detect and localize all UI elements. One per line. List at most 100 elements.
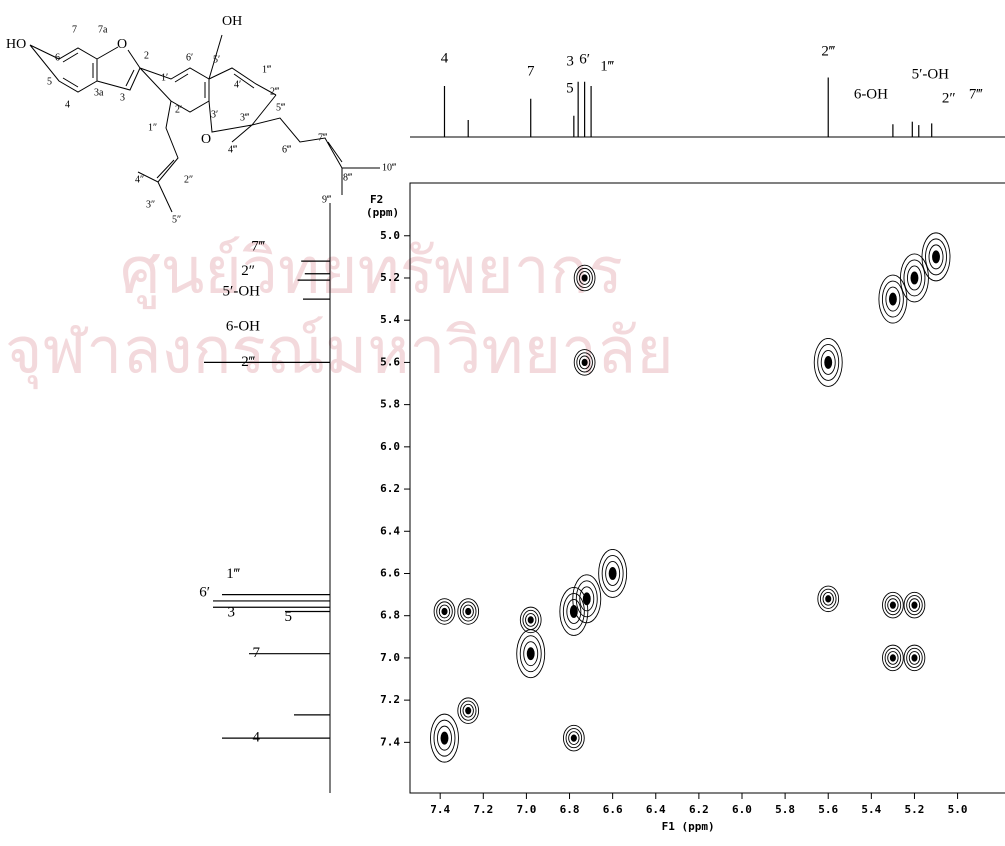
atom-label: 4″ (135, 174, 144, 185)
y-tick-label: 7.2 (380, 693, 400, 706)
structure-bonds (29, 34, 380, 213)
peak-label: 6-OH (226, 319, 260, 335)
peak-label: 5 (566, 80, 574, 96)
atom-label: O (201, 132, 211, 147)
contour (457, 697, 480, 724)
contour (887, 651, 899, 665)
contour (465, 707, 472, 715)
contour (605, 561, 621, 586)
atom-label: 7 (72, 24, 77, 35)
y-tick-label: 5.0 (380, 229, 400, 242)
contour (519, 635, 542, 673)
x-axis-label: F1 (ppm) (662, 820, 715, 833)
atom-label: 2‴ (270, 86, 280, 97)
contour (572, 574, 602, 624)
contour (908, 651, 921, 665)
cross-peak (572, 574, 602, 624)
contour (813, 337, 843, 387)
contour (824, 355, 833, 369)
bond (251, 117, 380, 195)
contour (559, 587, 589, 636)
peak-label: 4 (253, 730, 261, 746)
cross-peak (878, 274, 908, 324)
cross-peak (516, 629, 546, 679)
x-tick-label: 7.4 (430, 803, 450, 816)
y-tick-label: 6.2 (380, 482, 400, 495)
atom-label: 5‴ (276, 102, 286, 113)
atom-label: 3 (120, 92, 125, 103)
atom-label: 5″ (172, 214, 181, 225)
contour (523, 641, 539, 667)
contour (887, 598, 899, 612)
bond (29, 44, 98, 93)
peak-label: 1‴ (226, 566, 241, 582)
contour (575, 580, 598, 618)
atom-label: 6′ (186, 52, 193, 63)
atom-label: 3a (94, 87, 104, 98)
contour (437, 725, 452, 751)
contour (433, 598, 456, 625)
peak-label: 6′ (579, 51, 590, 67)
contour (578, 271, 591, 285)
x-tick-label: 6.0 (732, 803, 752, 816)
contour (562, 724, 585, 752)
x-tick-label: 5.4 (861, 803, 881, 816)
peak-label: 5′-OH (223, 284, 261, 300)
peak-label: 7‴ (969, 86, 984, 102)
cross-peak (903, 591, 926, 619)
peak-label: 3 (566, 53, 574, 69)
y-tick-label: 7.0 (380, 651, 400, 664)
y-tick-label: 7.4 (380, 735, 400, 748)
contour (576, 267, 593, 289)
contour (527, 616, 534, 624)
peak-label: 2‴ (821, 43, 836, 59)
contour (882, 644, 904, 672)
atom-label: 6‴ (282, 144, 292, 155)
x-tick-label: 5.8 (775, 803, 795, 816)
bond (139, 67, 210, 113)
contour (884, 647, 902, 668)
contour (910, 271, 919, 285)
atom-label: 3‴ (240, 112, 250, 123)
bond (96, 46, 141, 91)
contour (576, 352, 593, 373)
contour (889, 654, 896, 662)
contour (465, 607, 472, 616)
contour (565, 728, 583, 749)
contour (817, 343, 840, 381)
x-tick-label: 5.0 (948, 803, 968, 816)
atom-label: O (117, 37, 127, 52)
y-axis-label: (ppm) (366, 206, 399, 219)
x-tick-label: 6.6 (603, 803, 623, 816)
contour (825, 595, 832, 603)
structure-labels: HO 7 7a O 2 6 5 4 3a 3 1′ 6′ OH 5′ 4′ 1‴ 2‴ 2′ 3′ O 3‴ 5‴ 4‴ 1″… (6, 14, 397, 225)
chart: 7.4 7.2 7.0 6.8 6.6 6.4 6.2 6.0 5.8 5.6 5.4 5.2 5.0 5… (199, 43, 1005, 833)
contour (582, 592, 591, 606)
atom-label: 3′ (211, 109, 218, 120)
peak-label: 4 (441, 50, 449, 66)
contour (570, 734, 577, 742)
watermark-text: ศูนย์วิทยทรัพยากร (120, 235, 623, 310)
peak-label: 1‴ (600, 58, 615, 74)
atom-label: 2 (144, 50, 149, 61)
contour (906, 595, 923, 616)
contour (441, 607, 448, 616)
contour (581, 274, 588, 282)
contour (819, 588, 837, 609)
y-tick-label: 6.6 (380, 566, 400, 579)
atom-label: 5′ (213, 54, 220, 65)
contour (573, 349, 596, 376)
contour (906, 647, 923, 668)
atom-label: 7a (98, 24, 108, 35)
contour (598, 549, 628, 598)
cross-peak (921, 232, 951, 282)
bond (208, 34, 277, 143)
atom-label: 4‴ (228, 144, 238, 155)
contour (525, 613, 537, 627)
atom-label: 4 (65, 99, 70, 110)
plot-frame (409, 182, 1005, 794)
peak-label: 5′-OH (912, 66, 950, 82)
cross-peak (882, 591, 904, 619)
contour (900, 253, 929, 303)
